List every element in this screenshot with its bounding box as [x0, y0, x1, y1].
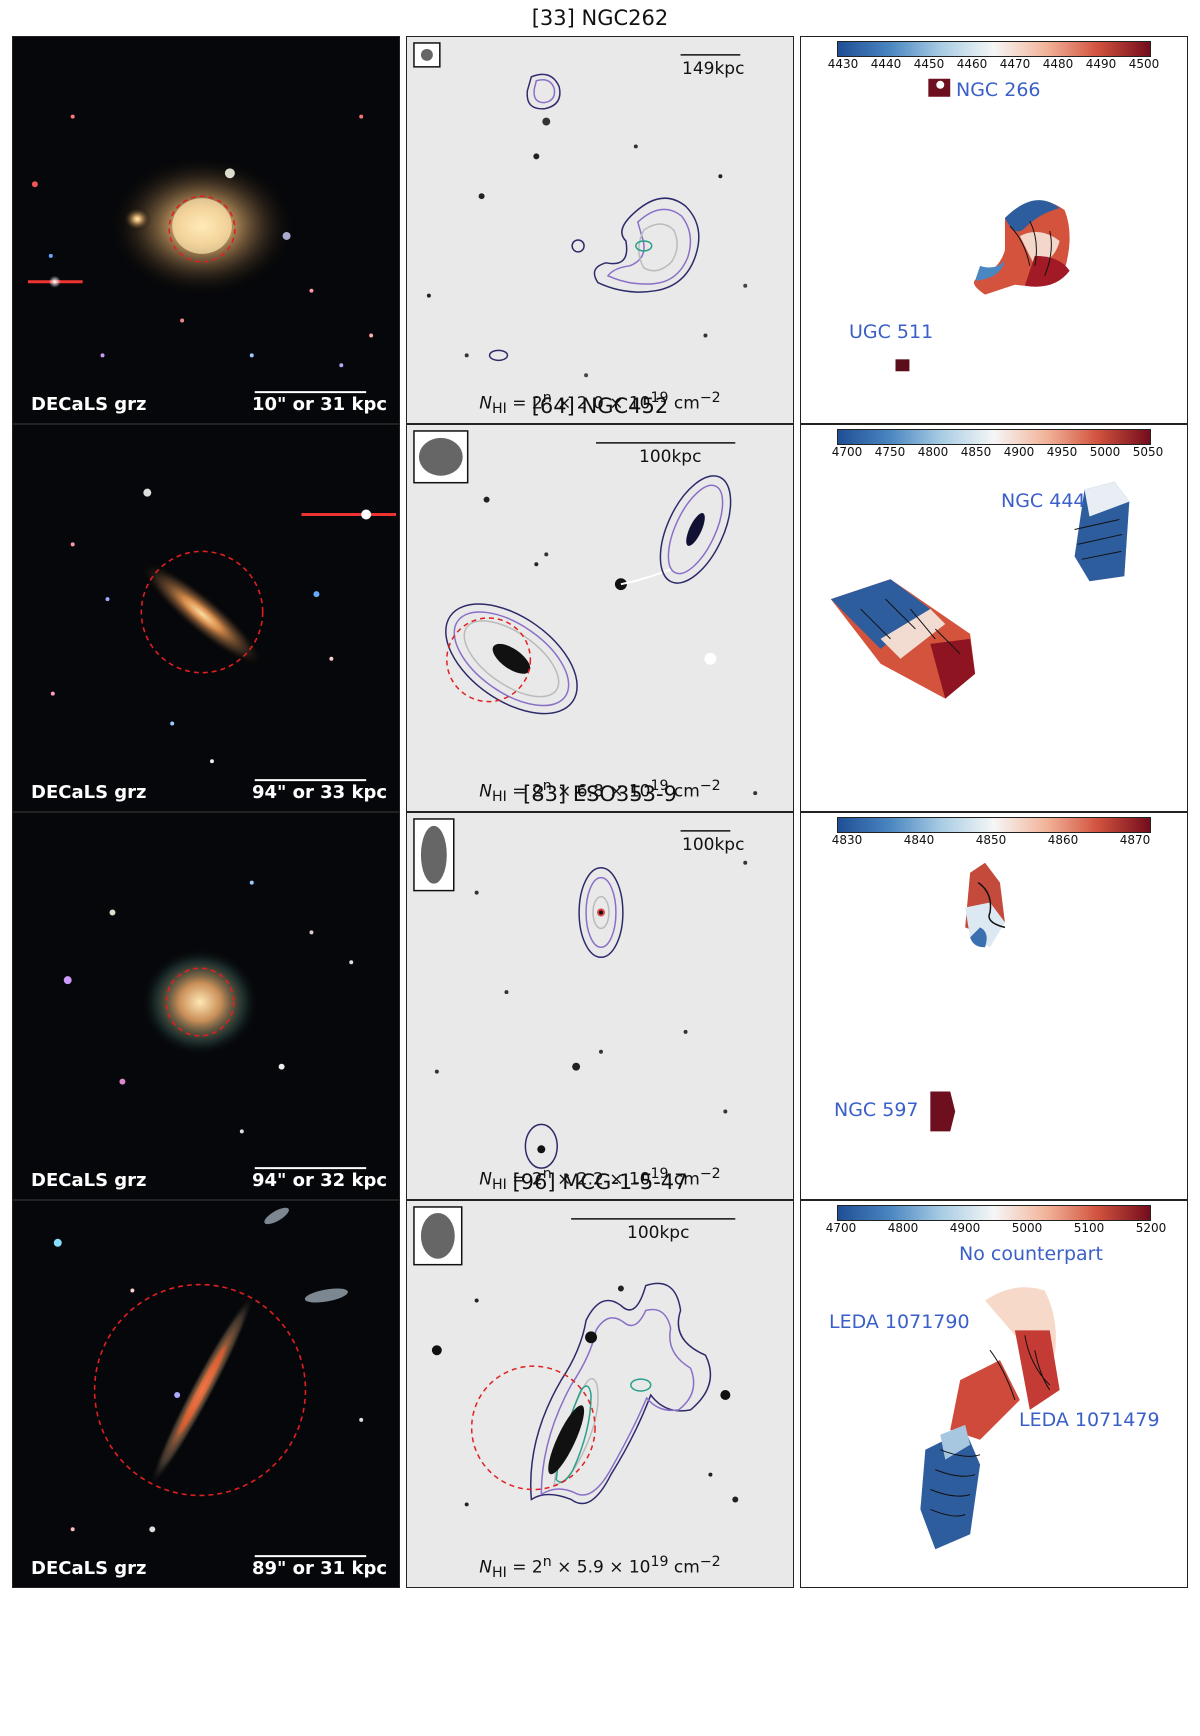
velocity-colorbar: [837, 817, 1151, 833]
hi-contour-panel: 100kpc NHI = 2n × 5.9 × 1019 cm−2: [406, 1200, 794, 1588]
velocity-field-panel: 4700 4750 4800 4850 4900 4950 5000 5050 NGC …: [800, 424, 1188, 812]
hi-scalebar-label: 149kpc: [682, 59, 745, 79]
optical-image-panel: DECaLS grz 94" or 32 kpc: [12, 812, 400, 1200]
row-title: [33] NGC262: [531, 6, 669, 30]
nhi-contour-label: NHI = 2n × 2.2 × 1019 cm−2: [479, 1165, 721, 1193]
hi-contour-panel: 149kpc NHI = 2n × 2.0 × 1019 cm−2: [406, 36, 794, 424]
colorbar-ticks: 4700 4750 4800 4850 4900 4950 5000 5050: [831, 445, 1164, 459]
galaxy-label: NGC 444: [1001, 490, 1086, 512]
velocity-colorbar: [837, 429, 1151, 445]
optical-image: [50, 488, 397, 782]
scale-label: 94" or 32 kpc: [251, 1170, 387, 1191]
velocity-field-map: [830, 481, 1130, 699]
velocity-field-panel: 4430 4440 4450 4460 4470 4480 4490 4500 NGC …: [800, 36, 1188, 424]
scale-label: 94" or 33 kpc: [251, 782, 387, 803]
survey-label: DECaLS grz: [31, 782, 147, 803]
hi-scalebar-label: 100kpc: [639, 447, 702, 467]
galaxy-label: No counterpart: [959, 1243, 1103, 1265]
optical-image-panel: DECaLS grz 10" or 31 kpc: [12, 36, 400, 424]
optical-image-panel: DECaLS grz 89" or 31 kpc: [12, 1200, 400, 1588]
scale-label: 89" or 31 kpc: [251, 1558, 387, 1579]
galaxy-label: NGC 597: [834, 1099, 919, 1121]
hi-contour-image: [413, 42, 748, 378]
survey-label: DECaLS grz: [31, 1558, 147, 1579]
row-title: [96] MCG-1-5-47: [512, 1170, 688, 1194]
hi-contour-panel: 100kpc NHI = 2n × 2.2 × 1019 cm−2: [406, 812, 794, 1200]
galaxy-label: LEDA 1071479: [1019, 1409, 1160, 1431]
row-title: [83] ESO353-9: [523, 782, 677, 806]
hi-contour-image: [413, 818, 748, 1169]
hi-scalebar-label: 100kpc: [627, 1223, 690, 1243]
galaxy-label: NGC 266: [956, 79, 1041, 101]
nhi-contour-label: NHI = 2n × 6.8 × 1019 cm−2: [479, 777, 721, 805]
velocity-field-map: [895, 78, 1070, 372]
optical-image: [27, 114, 374, 394]
colorbar-ticks: 4700 4800 4900 5000 5100 5200: [825, 1221, 1167, 1235]
velocity-field-panel: 4830 4840 4850 4860 4870 NGC 597: [800, 812, 1188, 1200]
survey-label: DECaLS grz: [31, 394, 147, 415]
hi-contour-image: [413, 430, 758, 796]
optical-image-panel: DECaLS grz 94" or 33 kpc: [12, 424, 400, 812]
optical-image: [63, 880, 367, 1170]
galaxy-label: LEDA 1071790: [829, 1311, 970, 1333]
scale-label: 10" or 31 kpc: [251, 394, 387, 415]
velocity-field-map: [930, 862, 1006, 1132]
optical-image: [53, 1207, 367, 1558]
velocity-field-map: [920, 1287, 1060, 1550]
nhi-contour-label: NHI = 2n × 5.9 × 1019 cm−2: [479, 1553, 721, 1581]
colorbar-ticks: 4430 4440 4450 4460 4470 4480 4490 4500: [827, 57, 1160, 71]
colorbar-ticks: 4830 4840 4850 4860 4870: [831, 833, 1151, 847]
survey-label: DECaLS grz: [31, 1170, 147, 1191]
galaxy-label: UGC 511: [849, 321, 934, 343]
hi-scalebar-label: 100kpc: [682, 835, 745, 855]
nhi-contour-label: NHI = 2n × 2.0 × 1019 cm−2: [479, 389, 721, 417]
hi-contour-image: [413, 1206, 739, 1507]
velocity-field-panel: 4700 4800 4900 5000 5100 5200 No counterpar…: [800, 1200, 1188, 1588]
row-title: [64] NGC452: [531, 394, 669, 418]
hi-contour-panel: 100kpc NHI = 2n × 6.8 × 1019 cm−2: [406, 424, 794, 812]
velocity-colorbar: [837, 1205, 1151, 1221]
velocity-colorbar: [837, 41, 1151, 57]
